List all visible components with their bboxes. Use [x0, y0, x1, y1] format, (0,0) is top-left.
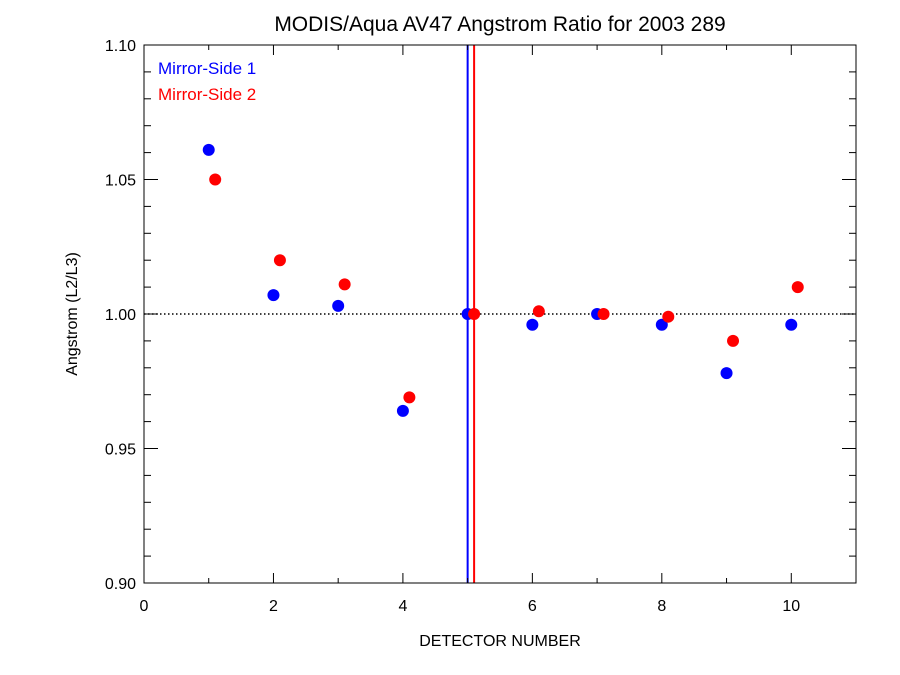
plot-area	[144, 45, 856, 583]
x-tick-label-3: 6	[528, 598, 537, 615]
point-series-2-1	[209, 173, 222, 186]
x-tick-label-2: 4	[398, 598, 407, 615]
legend-entry-mirror-side-2: Mirror-Side 2	[158, 85, 256, 104]
y-tick-label-3: 1.05	[105, 173, 136, 190]
x-tick-label-0: 0	[140, 598, 149, 615]
point-series-1-3	[332, 299, 345, 312]
point-series-2-3	[338, 278, 351, 291]
y-tick-label-2: 1.00	[105, 307, 136, 324]
x-tick-label-4: 8	[657, 598, 666, 615]
point-series-1-9	[720, 367, 733, 380]
point-series-2-8	[662, 310, 675, 323]
y-tick-label-1: 0.95	[105, 442, 136, 459]
point-series-2-7	[597, 308, 610, 320]
point-series-2-2	[273, 254, 286, 267]
point-series-1-8	[655, 318, 668, 331]
point-series-2-6	[532, 305, 545, 318]
point-series-1-2	[267, 289, 280, 302]
point-series-2-5	[468, 308, 481, 320]
point-series-1-6	[526, 318, 539, 331]
x-tick-label-5: 10	[782, 598, 800, 615]
point-series-1-1	[202, 143, 215, 156]
point-series-1-10	[785, 318, 798, 331]
y-tick-label-4: 1.10	[105, 38, 136, 55]
chart-title: MODIS/Aqua AV47 Angstrom Ratio for 2003 …	[274, 13, 725, 36]
x-tick-label-1: 2	[269, 598, 278, 615]
legend: Mirror-Side 1 Mirror-Side 2	[158, 59, 256, 104]
axis-ticks: 0 2 4 6 8 10 0.90 0.95 1.00 1.05 1.10	[105, 38, 857, 615]
point-series-2-9	[727, 334, 740, 347]
legend-entry-mirror-side-1: Mirror-Side 1	[158, 59, 256, 78]
y-axis-label: Angstrom (L2/L3)	[64, 252, 81, 376]
point-series-1-4	[396, 404, 409, 417]
y-tick-label-0: 0.90	[105, 576, 136, 593]
point-series-2-10	[791, 281, 804, 294]
x-axis-label: DETECTOR NUMBER	[419, 633, 581, 650]
point-series-2-4	[403, 391, 416, 404]
